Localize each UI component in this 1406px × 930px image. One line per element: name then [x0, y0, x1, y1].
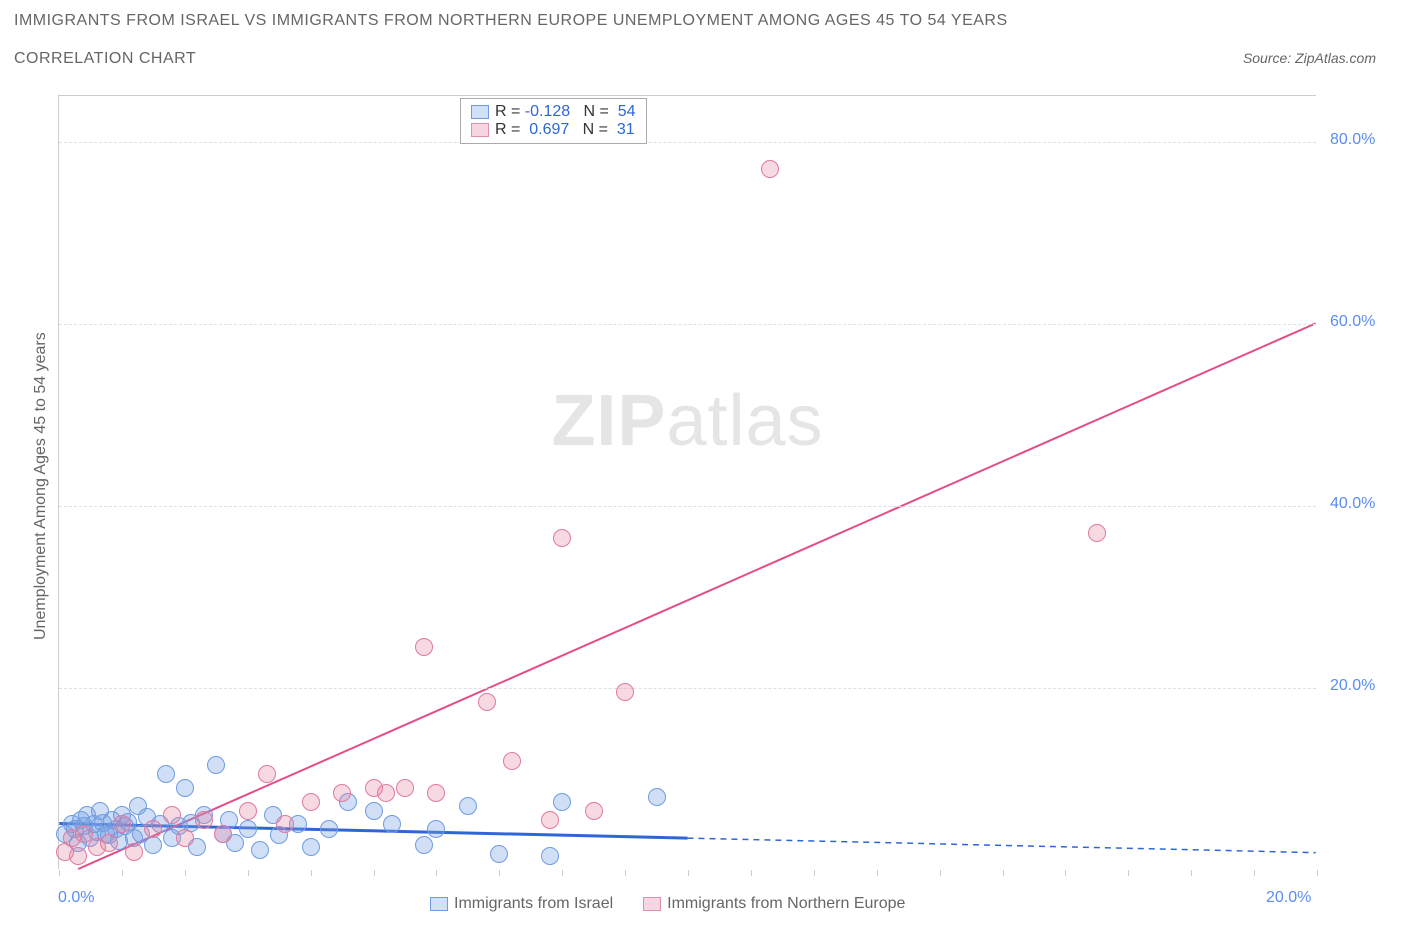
- data-point-blue: [251, 841, 269, 859]
- data-point-pink: [761, 160, 779, 178]
- data-point-pink: [396, 779, 414, 797]
- data-point-blue: [157, 765, 175, 783]
- data-point-pink: [113, 815, 131, 833]
- data-point-pink: [144, 820, 162, 838]
- stats-legend-text: R = -0.128 N = 54: [495, 103, 636, 121]
- legend-label-blue: Immigrants from Israel: [454, 895, 613, 913]
- data-point-blue: [320, 820, 338, 838]
- data-point-blue: [490, 845, 508, 863]
- data-point-pink: [176, 829, 194, 847]
- y-tick-label: 80.0%: [1330, 131, 1375, 149]
- legend-swatch-blue: [430, 897, 448, 911]
- data-point-blue: [541, 847, 559, 865]
- data-point-pink: [541, 811, 559, 829]
- stats-legend-row: R = 0.697 N = 31: [471, 121, 636, 139]
- data-point-pink: [239, 802, 257, 820]
- source-name: ZipAtlas.com: [1295, 50, 1376, 66]
- data-point-pink: [377, 784, 395, 802]
- stats-legend-row: R = -0.128 N = 54: [471, 103, 636, 121]
- data-point-pink: [125, 843, 143, 861]
- stats-legend-text: R = 0.697 N = 31: [495, 121, 635, 139]
- data-point-pink: [503, 752, 521, 770]
- y-tick-label: 60.0%: [1330, 313, 1375, 331]
- y-axis-title: Unemployment Among Ages 45 to 54 years: [32, 332, 50, 640]
- watermark-bold: ZIP: [551, 381, 666, 461]
- chart-title-line1: IMMIGRANTS FROM ISRAEL VS IMMIGRANTS FRO…: [14, 12, 1008, 30]
- data-point-blue: [553, 793, 571, 811]
- data-point-pink: [553, 529, 571, 547]
- data-point-pink: [214, 825, 232, 843]
- data-point-pink: [195, 811, 213, 829]
- data-point-pink: [415, 638, 433, 656]
- legend-swatch: [471, 123, 489, 137]
- data-point-pink: [585, 802, 603, 820]
- data-point-blue: [459, 797, 477, 815]
- data-point-blue: [207, 756, 225, 774]
- legend-swatch-pink: [643, 897, 661, 911]
- data-point-blue: [415, 836, 433, 854]
- series-legend: Immigrants from Israel Immigrants from N…: [430, 895, 905, 913]
- legend-swatch: [471, 105, 489, 119]
- trend-lines: [59, 96, 1316, 869]
- data-point-pink: [276, 815, 294, 833]
- data-point-pink: [258, 765, 276, 783]
- data-point-pink: [302, 793, 320, 811]
- x-tick-label: 0.0%: [58, 889, 94, 907]
- stats-legend: R = -0.128 N = 54R = 0.697 N = 31: [460, 98, 647, 144]
- data-point-pink: [163, 806, 181, 824]
- data-point-blue: [648, 788, 666, 806]
- data-point-pink: [427, 784, 445, 802]
- x-tick-label: 20.0%: [1266, 889, 1311, 907]
- data-point-pink: [333, 784, 351, 802]
- chart-title-line2: CORRELATION CHART: [14, 50, 196, 68]
- data-point-blue: [176, 779, 194, 797]
- legend-item-pink: Immigrants from Northern Europe: [643, 895, 905, 913]
- gridline: [59, 688, 1316, 689]
- source-prefix: Source:: [1243, 50, 1295, 66]
- data-point-blue: [365, 802, 383, 820]
- gridline: [59, 142, 1316, 143]
- data-point-pink: [69, 847, 87, 865]
- legend-item-blue: Immigrants from Israel: [430, 895, 613, 913]
- watermark: ZIPatlas: [551, 380, 823, 462]
- data-point-blue: [427, 820, 445, 838]
- legend-label-pink: Immigrants from Northern Europe: [667, 895, 905, 913]
- gridline: [59, 506, 1316, 507]
- watermark-rest: atlas: [666, 381, 823, 461]
- y-tick-label: 40.0%: [1330, 495, 1375, 513]
- data-point-pink: [616, 683, 634, 701]
- data-point-pink: [1088, 524, 1106, 542]
- gridline: [59, 324, 1316, 325]
- data-point-pink: [478, 693, 496, 711]
- scatter-chart: ZIPatlas: [58, 95, 1316, 869]
- data-point-blue: [239, 820, 257, 838]
- data-point-blue: [302, 838, 320, 856]
- data-point-blue: [144, 836, 162, 854]
- source-attribution: Source: ZipAtlas.com: [1243, 50, 1376, 66]
- data-point-blue: [383, 815, 401, 833]
- data-point-pink: [100, 834, 118, 852]
- x-axis-ticks: [59, 870, 1316, 878]
- y-tick-label: 20.0%: [1330, 677, 1375, 695]
